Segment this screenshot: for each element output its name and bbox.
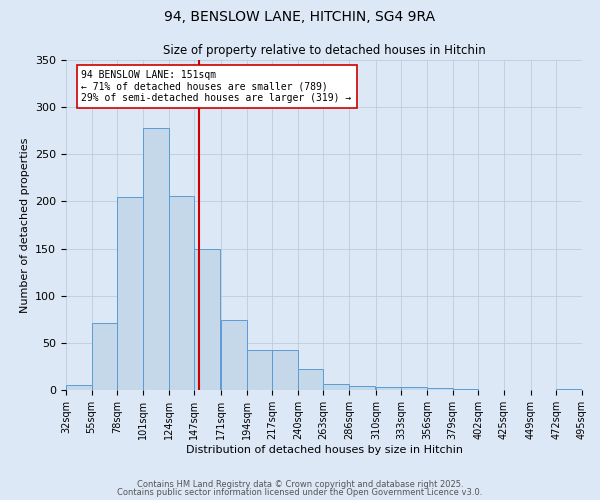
Bar <box>427 388 453 390</box>
Bar <box>298 370 323 390</box>
Title: Size of property relative to detached houses in Hitchin: Size of property relative to detached ho… <box>163 44 485 58</box>
Bar <box>247 350 272 390</box>
Text: Contains HM Land Registry data © Crown copyright and database right 2025.: Contains HM Land Registry data © Crown c… <box>137 480 463 489</box>
Bar <box>194 248 220 390</box>
Bar <box>453 389 478 390</box>
Bar <box>376 387 401 390</box>
Text: 94, BENSLOW LANE, HITCHIN, SG4 9RA: 94, BENSLOW LANE, HITCHIN, SG4 9RA <box>164 10 436 24</box>
Bar <box>272 350 298 390</box>
Bar <box>117 196 143 390</box>
Bar <box>556 389 582 390</box>
Bar <box>66 386 92 390</box>
Bar <box>401 387 427 390</box>
Bar <box>323 384 349 390</box>
X-axis label: Distribution of detached houses by size in Hitchin: Distribution of detached houses by size … <box>185 444 463 454</box>
Bar <box>92 323 117 390</box>
Bar <box>221 320 247 390</box>
Y-axis label: Number of detached properties: Number of detached properties <box>20 138 29 312</box>
Bar <box>349 386 375 390</box>
Text: Contains public sector information licensed under the Open Government Licence v3: Contains public sector information licen… <box>118 488 482 497</box>
Bar <box>169 196 194 390</box>
Bar <box>143 128 169 390</box>
Text: 94 BENSLOW LANE: 151sqm
← 71% of detached houses are smaller (789)
29% of semi-d: 94 BENSLOW LANE: 151sqm ← 71% of detache… <box>82 70 352 103</box>
